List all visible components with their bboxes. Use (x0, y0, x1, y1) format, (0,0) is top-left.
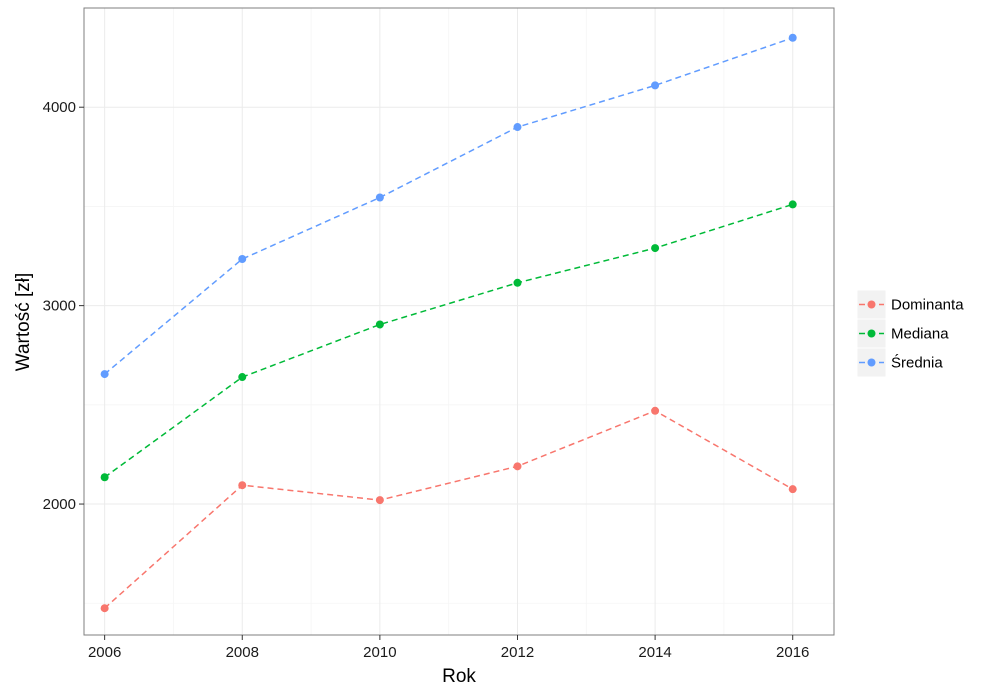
data-point-0 (100, 604, 109, 613)
y-axis: 2000 3000 4000 (43, 99, 84, 513)
data-point-2 (100, 370, 109, 379)
data-point-1 (651, 244, 660, 253)
legend-label: Średnia (891, 354, 943, 372)
data-point-1 (513, 278, 522, 287)
data-point-2 (375, 193, 384, 202)
series-line-0 (104, 409, 794, 609)
major-gridlines (84, 8, 834, 635)
series-layer (100, 33, 797, 613)
legend-label: Dominanta (891, 297, 964, 314)
data-point-2 (513, 123, 522, 132)
plot-panel (84, 8, 834, 635)
data-point-0 (513, 462, 522, 471)
data-point-1 (788, 200, 797, 209)
y-tick-label: 2000 (43, 496, 76, 513)
x-tick-label: 2016 (776, 644, 809, 661)
plot-border (83, 7, 835, 636)
data-point-1 (100, 473, 109, 482)
data-point-0 (651, 406, 660, 415)
series-line-1 (104, 203, 793, 478)
data-point-0 (238, 481, 247, 490)
y-tick-label: 4000 (43, 99, 76, 116)
legend-label: Mediana (891, 326, 949, 343)
legend: Dominanta Mediana Średnia (856, 289, 964, 378)
data-point-2 (788, 33, 797, 42)
data-point-2 (238, 254, 247, 263)
y-axis-title: Wartość [zł] (13, 273, 34, 372)
x-axis: 2006 2008 2010 2012 2014 2016 (88, 635, 809, 661)
data-point-2 (651, 81, 660, 90)
data-point-0 (788, 485, 797, 494)
series-line-2 (104, 37, 793, 375)
x-tick-label: 2012 (501, 644, 534, 661)
data-point-1 (375, 320, 384, 329)
legend-key-point (867, 329, 876, 338)
x-axis-title: Rok (442, 666, 476, 687)
y-tick-label: 3000 (43, 298, 76, 315)
data-point-1 (238, 373, 247, 382)
x-tick-label: 2006 (88, 644, 121, 661)
x-tick-label: 2008 (226, 644, 259, 661)
data-point-0 (375, 496, 384, 505)
x-tick-label: 2010 (363, 644, 396, 661)
x-tick-label: 2014 (638, 644, 671, 661)
legend-key-point (867, 358, 876, 367)
legend-key-point (867, 300, 876, 309)
